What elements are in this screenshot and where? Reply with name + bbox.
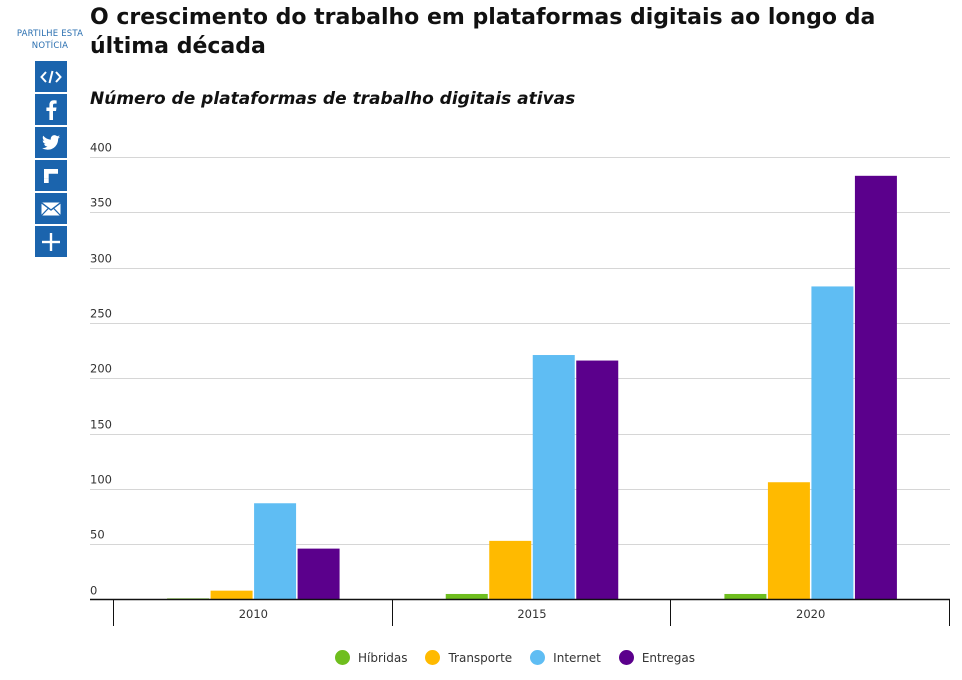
- y-tick-label: 100: [90, 473, 112, 487]
- x-tick-label: 2020: [796, 607, 825, 621]
- legend-swatch: [618, 650, 634, 665]
- y-tick-label: 400: [90, 141, 112, 155]
- x-tick-label: 2015: [517, 607, 546, 621]
- embed-code-icon: [40, 70, 62, 83]
- bar-entregas-2010[interactable]: [297, 548, 340, 600]
- embed-button[interactable]: [35, 61, 67, 92]
- more-share-button[interactable]: [35, 226, 67, 257]
- facebook-share-button[interactable]: [35, 94, 67, 125]
- y-tick-label: 150: [90, 418, 112, 432]
- bar-internet-2015[interactable]: [532, 355, 575, 600]
- legend-label: Híbridas: [358, 650, 408, 665]
- email-share-button[interactable]: [35, 193, 67, 224]
- bar-internet-2010[interactable]: [254, 503, 297, 600]
- x-tick-label: 2010: [239, 607, 268, 621]
- twitter-share-button[interactable]: [35, 127, 67, 158]
- legend-item-transporte[interactable]: Transporte: [425, 650, 512, 665]
- plus-icon: [42, 232, 60, 251]
- chart-title: O crescimento do trabalho em plataformas…: [90, 5, 876, 59]
- bar-híbridas-2020[interactable]: [724, 593, 767, 600]
- y-tick-label: 250: [90, 307, 112, 321]
- legend-label: Transporte: [448, 650, 513, 665]
- bar-híbridas-2015[interactable]: [445, 593, 488, 600]
- bar-internet-2020[interactable]: [811, 286, 854, 600]
- legend-label: Entregas: [641, 650, 695, 665]
- flipboard-share-button[interactable]: [35, 160, 67, 191]
- bar-transporte-2020[interactable]: [767, 482, 810, 600]
- chart-subtitle: Número de plataformas de trabalho digita…: [90, 89, 576, 109]
- y-tick-label: 50: [90, 528, 105, 542]
- facebook-icon: [46, 99, 57, 120]
- bar-entregas-2020[interactable]: [854, 175, 897, 600]
- legend-swatch: [530, 650, 546, 665]
- y-tick-label: 200: [90, 362, 112, 376]
- y-tick-label: 0: [90, 584, 97, 598]
- share-label: PARTILHE ESTA NOTÍCIA: [16, 29, 84, 51]
- legend-item-internet[interactable]: Internet: [530, 650, 601, 665]
- legend-item-entregas[interactable]: Entregas: [618, 650, 695, 665]
- flipboard-icon: [44, 168, 58, 183]
- bar-transporte-2010[interactable]: [210, 590, 253, 600]
- bar-entregas-2015[interactable]: [576, 360, 619, 600]
- chart-legend: Híbridas Transporte Internet Entregas: [0, 650, 962, 665]
- y-tick-label: 350: [90, 196, 112, 210]
- legend-swatch: [425, 650, 441, 665]
- bar-transporte-2015[interactable]: [489, 540, 532, 600]
- legend-item-híbridas[interactable]: Híbridas: [335, 650, 407, 665]
- legend-swatch: [335, 650, 350, 665]
- legend-label: Internet: [553, 650, 601, 665]
- y-tick-label: 300: [90, 252, 112, 266]
- chart-bars: [167, 175, 897, 600]
- chart-axis: 2010 2015 2020: [90, 598, 950, 626]
- twitter-icon: [42, 135, 60, 150]
- share-bar: [35, 61, 67, 259]
- email-icon: [41, 201, 61, 216]
